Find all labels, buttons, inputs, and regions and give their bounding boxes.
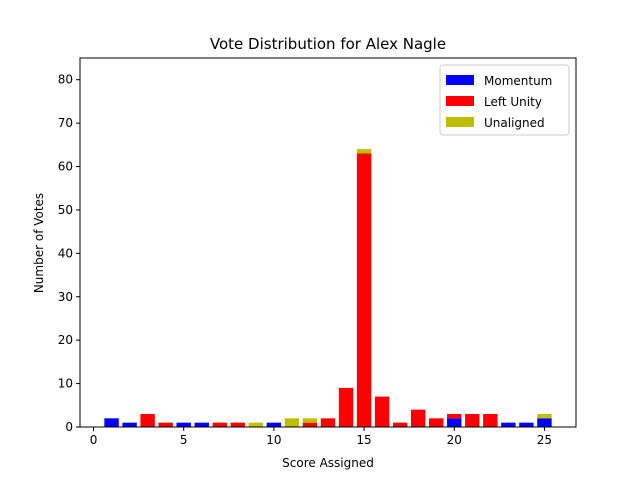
bar-left-unity-12	[302, 422, 318, 427]
bar-left-unity-8	[230, 422, 246, 427]
bar-left-unity-7	[212, 422, 227, 427]
legend: Momentum Left Unity Unaligned	[439, 64, 570, 136]
y-tick-label: 60	[58, 160, 73, 174]
bar-left-unity-4	[158, 422, 173, 427]
x-tick-label: 5	[180, 433, 188, 447]
y-tick-label: 30	[58, 290, 73, 304]
bar-momentum-6	[194, 422, 209, 427]
y-tick-label: 40	[58, 246, 73, 260]
y-tick-label: 20	[58, 333, 73, 347]
bar-left-unity-20	[447, 413, 462, 419]
x-tick-label: 0	[90, 433, 98, 447]
bar-momentum-1	[104, 418, 119, 427]
legend-label-unaligned: Unaligned	[484, 116, 545, 130]
legend-label-momentum: Momentum	[484, 74, 552, 88]
bar-momentum-5	[176, 422, 191, 427]
bar-momentum-20	[447, 418, 462, 427]
y-tick-label: 70	[58, 116, 73, 130]
plot-frame	[79, 57, 577, 428]
bar-left-unity-13	[320, 418, 336, 427]
bars	[104, 149, 552, 427]
x-tick-label: 10	[266, 433, 281, 447]
bar-unaligned-11	[284, 418, 300, 427]
bar-left-unity-3	[140, 413, 155, 427]
bar-unaligned-15	[356, 149, 372, 154]
bar-unaligned-25	[537, 413, 552, 419]
x-tick-label: 25	[537, 433, 552, 447]
bar-unaligned-9	[248, 422, 264, 427]
bar-left-unity-18	[410, 409, 426, 427]
y-axis-label: Number of Votes	[32, 193, 46, 293]
legend-label-left-unity: Left Unity	[484, 95, 542, 109]
bar-momentum-23	[501, 422, 516, 427]
bar-left-unity-22	[483, 413, 498, 427]
x-ticks: 0 5 10 15 20 25	[90, 427, 552, 447]
y-tick-label: 80	[58, 73, 73, 87]
bar-momentum-25	[537, 418, 552, 427]
chart-title: Vote Distribution for Alex Nagle	[210, 35, 446, 53]
bar-unaligned-12	[302, 418, 318, 423]
bar-left-unity-19	[429, 418, 444, 427]
bar-left-unity-16	[374, 396, 390, 427]
bar-momentum-10	[266, 422, 282, 427]
legend-swatch-momentum	[446, 75, 474, 85]
bar-left-unity-21	[465, 413, 480, 427]
bar-momentum-2	[122, 422, 137, 427]
y-tick-label: 50	[58, 203, 73, 217]
y-tick-label: 0	[65, 420, 73, 434]
bar-left-unity-17	[392, 422, 408, 427]
bar-left-unity-14	[338, 387, 354, 427]
y-tick-label: 10	[58, 377, 73, 391]
x-tick-label: 15	[356, 433, 371, 447]
y-ticks: 0 10 20 30 40 50 60 70 80	[58, 73, 80, 434]
bar-left-unity-15	[356, 153, 372, 427]
x-axis-label: Score Assigned	[282, 456, 374, 470]
legend-swatch-left-unity	[446, 96, 474, 106]
legend-swatch-unaligned	[446, 117, 474, 127]
bar-momentum-24	[519, 422, 534, 427]
x-tick-label: 20	[447, 433, 462, 447]
